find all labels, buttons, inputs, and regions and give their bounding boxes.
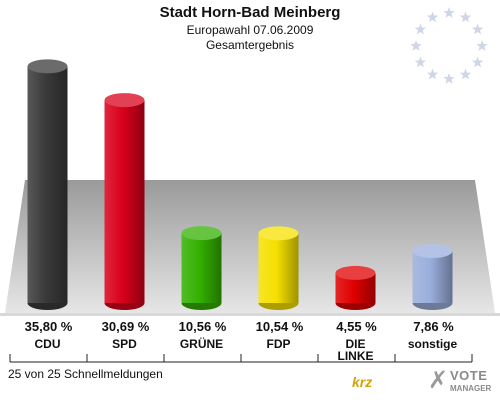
category-label-4-0: DIE [345,337,365,351]
category-label-2: GRÜNE [180,336,223,351]
bar-0 [27,66,68,303]
eu-star-icon [471,23,484,35]
chart-floor-edge [0,313,500,316]
eu-star-icon [414,56,427,68]
bar-top-3 [258,226,299,241]
eu-star-icon [459,11,472,23]
eu-star-icon [426,11,439,23]
value-label-3: 10,54 % [256,319,304,334]
bar-top-2 [181,226,222,241]
krz-logo: krz [352,374,372,390]
eu-star-icon [459,68,472,80]
bar-top-4 [335,265,376,280]
category-label-5: sonstige [408,337,458,351]
krz-logo-text: krz [352,374,373,390]
bar-2 [181,233,222,303]
value-label-1: 30,69 % [102,319,150,334]
eu-star-icon [443,7,455,18]
chart-subtitle-2: Gesamtergebnis [205,38,295,52]
vote-manager-line2: MANAGER [450,384,492,393]
value-label-5: 7,86 % [413,319,454,334]
vote-manager-logo: ✗ VOTE MANAGER [428,367,498,397]
vote-manager-line1: VOTE [450,368,488,383]
chart-title: Stadt Horn-Bad Meinberg [159,4,341,21]
eu-star-icon [426,68,439,80]
eu-star-icon [471,56,484,68]
category-label-0: CDU [35,337,61,351]
value-label-2: 10,56 % [179,319,227,334]
eu-star-icon [410,40,422,51]
category-label-4-1: LINKE [338,349,374,363]
chart-subtitle: Europawahl 07.06.2009 [186,23,314,37]
bar-5 [412,251,453,303]
bar-top-1 [104,93,145,108]
vote-check-icon: ✗ [428,367,449,394]
value-label-0: 35,80 % [25,319,73,334]
eu-star-icon [443,73,455,84]
eu-star-icon [414,23,427,35]
value-label-4: 4,55 % [336,319,377,334]
bar-1 [104,100,145,303]
bar-top-5 [412,244,453,259]
bar-top-0 [27,59,68,74]
category-label-3: FDP [267,337,291,351]
eu-star-icon [476,40,488,51]
bar-3 [258,233,299,303]
category-label-1: SPD [112,337,137,351]
report-count-text: 25 von 25 Schnellmeldungen [8,367,163,381]
